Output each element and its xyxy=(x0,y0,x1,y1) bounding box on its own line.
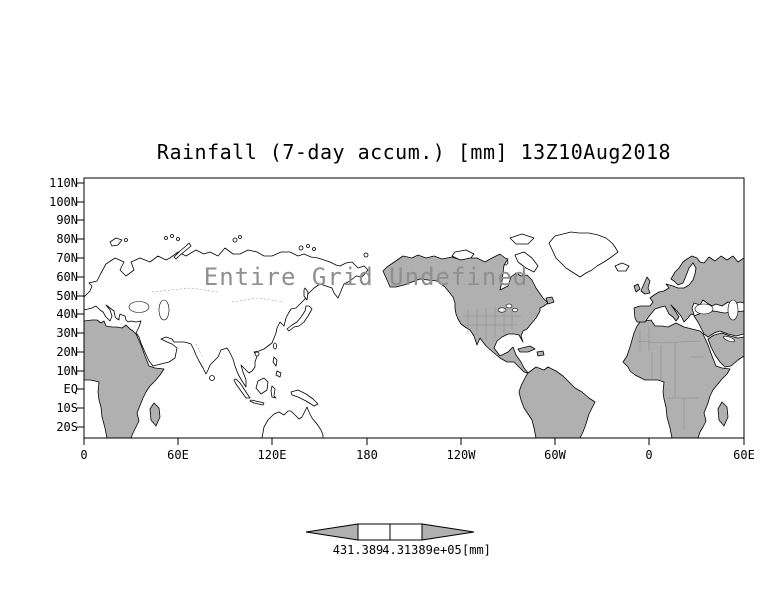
island-novaya-zemlya xyxy=(173,242,192,260)
lat-tick-label: 20S xyxy=(56,420,78,434)
island-mindanao xyxy=(275,370,282,378)
colorbar-max-label: 4.31389e+05 xyxy=(382,543,462,557)
island-hispaniola xyxy=(536,350,545,357)
coastline-south-america xyxy=(518,366,596,438)
coastline-greenland xyxy=(548,231,619,278)
lon-tick-label: 60E xyxy=(733,448,755,462)
island-dot xyxy=(238,235,242,239)
internal-borders-group xyxy=(151,287,704,429)
persian-gulf xyxy=(723,335,735,343)
coastline-japan xyxy=(286,305,313,332)
lat-tick-label: 10S xyxy=(56,401,78,415)
plot-title: Rainfall (7-day accum.) [mm] 13Z10Aug201… xyxy=(156,140,672,164)
lat-tick-label: 80N xyxy=(56,232,78,246)
lat-tick-label: 90N xyxy=(56,213,78,227)
island-iceland xyxy=(614,262,630,272)
lat-tick-label: 60N xyxy=(56,270,78,284)
great-lake xyxy=(512,307,518,313)
island-sulawesi xyxy=(270,385,277,399)
island-dot xyxy=(176,237,180,241)
colorbar-left-arrow-icon xyxy=(305,523,359,541)
coastline-africa xyxy=(622,319,731,438)
lat-tick-label: EQ xyxy=(63,382,78,396)
lat-tick-label: 50N xyxy=(56,289,78,303)
lat-tick-label: 40N xyxy=(56,307,78,321)
lon-tick-label: 60W xyxy=(544,448,566,462)
colorbar-right-arrow-icon xyxy=(421,523,475,541)
caspian-sea-east xyxy=(727,299,739,321)
island-dot xyxy=(232,237,238,243)
lat-ticks xyxy=(77,182,84,428)
africa-country-borders xyxy=(636,327,704,429)
lon-tick-label: 120E xyxy=(257,448,287,462)
island-ireland xyxy=(633,283,641,293)
island-luzon xyxy=(272,356,278,367)
lon-tick-label: 60E xyxy=(167,448,189,462)
lon-tick-label: 180 xyxy=(356,448,378,462)
island-dot xyxy=(164,236,168,240)
island-cuba xyxy=(517,345,536,353)
coastline-east-africa xyxy=(84,319,165,438)
colorbar-unit-label: [mm] xyxy=(462,543,491,557)
lakes-group xyxy=(128,299,739,343)
island-new-guinea xyxy=(290,389,319,407)
axes-group xyxy=(77,177,745,445)
black-sea-east xyxy=(694,303,714,315)
lat-tick-label: 30N xyxy=(56,326,78,340)
island-taiwan xyxy=(273,342,277,350)
island-java xyxy=(249,399,265,406)
island-baffin xyxy=(514,251,539,273)
island-dot xyxy=(306,244,310,248)
lon-tick-label: 0 xyxy=(645,448,653,462)
colorbar xyxy=(305,523,475,541)
island-madagascar xyxy=(717,401,729,427)
coastlines-outline-group xyxy=(84,231,630,438)
lat-tick-label: 100N xyxy=(49,195,78,209)
island-madagascar-west xyxy=(149,402,161,427)
island-dot xyxy=(170,234,174,238)
coastline-europe xyxy=(633,255,744,323)
island-sri-lanka xyxy=(209,375,215,381)
island-hainan xyxy=(254,351,260,357)
lat-tick-label: 10N xyxy=(56,364,78,378)
island-ellesmere xyxy=(509,233,535,245)
lon-ticks xyxy=(83,438,745,445)
great-lake xyxy=(505,303,513,309)
shaded-land-group xyxy=(84,253,744,438)
asia-country-borders xyxy=(151,287,285,357)
lat-tick-label: 20N xyxy=(56,345,78,359)
lat-tick-label: 110N xyxy=(49,176,78,190)
coastline-australia xyxy=(261,406,324,438)
caspian-sea xyxy=(158,299,170,321)
island-britain xyxy=(640,276,651,295)
island-svalbard xyxy=(109,237,123,247)
coastline-north-america xyxy=(382,253,549,374)
colorbar-cell xyxy=(357,523,391,541)
colorbar-cell xyxy=(389,523,423,541)
undefined-grid-message: Entire Grid Undefined xyxy=(203,263,529,291)
island-newfoundland xyxy=(545,296,555,305)
lon-tick-label: 0 xyxy=(80,448,88,462)
colorbar-min-label: 431.389 xyxy=(332,543,384,557)
lat-tick-label: 70N xyxy=(56,251,78,265)
island-dot xyxy=(124,238,128,242)
us-state-borders xyxy=(463,306,521,340)
black-sea xyxy=(128,301,150,313)
island-wrangel xyxy=(363,252,369,258)
island-borneo xyxy=(255,377,269,395)
island-dot xyxy=(312,247,316,251)
island-sumatra xyxy=(233,378,251,399)
coastline-sakhalin xyxy=(303,287,309,301)
map-frame xyxy=(83,177,745,439)
lon-tick-label: 120W xyxy=(446,448,476,462)
great-lake xyxy=(497,307,507,313)
island-dot xyxy=(298,245,304,251)
coastline-arabia xyxy=(707,332,744,368)
